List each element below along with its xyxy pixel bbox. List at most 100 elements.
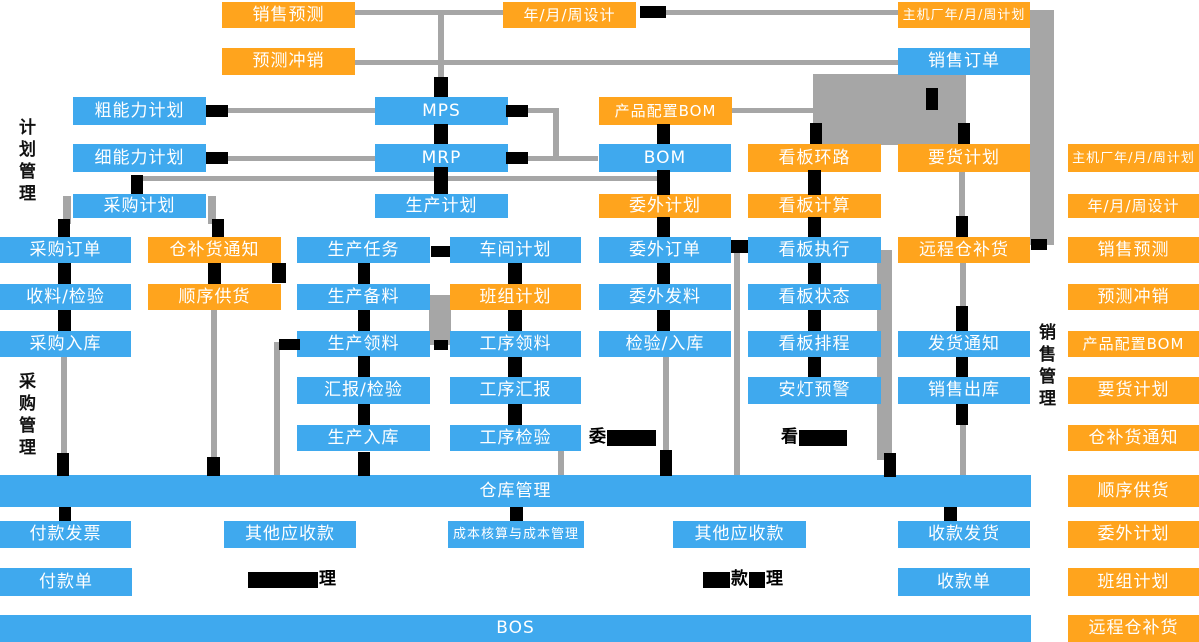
module-box: 要货计划 (1068, 377, 1199, 404)
module-box: 看板状态 (748, 284, 881, 310)
module-box: 销售预测 (1068, 237, 1199, 263)
connector-line (228, 108, 375, 113)
module-box: 工序检验 (450, 425, 581, 451)
connector-mark (510, 507, 523, 521)
section-label-purchase-management: 采购管理 (15, 372, 35, 460)
module-box: 仓补货通知 (148, 237, 281, 263)
module-box: 采购计划 (73, 194, 206, 218)
module-box: 汇报/检验 (297, 377, 430, 404)
connector-mark (956, 404, 968, 425)
section-label-sales-management: 销售管理 (1035, 323, 1055, 411)
module-box: 主机厂年/月/周计划 (1068, 144, 1199, 172)
connector-line (663, 357, 669, 476)
connector-line (438, 12, 444, 78)
connector-mark (808, 170, 821, 195)
module-box: 要货计划 (898, 144, 1030, 172)
connector-mark (944, 507, 957, 521)
module-box: 收款单 (898, 568, 1030, 596)
module-box: BOM (599, 144, 731, 172)
module-box: 委外计划 (1068, 521, 1199, 548)
connector-mark (57, 453, 69, 476)
connector-mark (358, 452, 370, 476)
label-text: 款 (731, 569, 748, 589)
label-text: 理 (319, 569, 336, 589)
module-box: 成本核算与成本管理 (448, 521, 584, 548)
connector-mark (657, 124, 670, 144)
connector-line (960, 425, 966, 476)
module-box: 看板排程 (748, 331, 881, 357)
module-box: 工序领料 (450, 331, 581, 357)
connector-mark (272, 263, 286, 283)
redaction-bar (749, 571, 765, 588)
connector-mark (207, 457, 220, 476)
connector-mark (506, 105, 528, 117)
module-box: 收料/检验 (0, 284, 131, 310)
module-box: 远程仓补货 (1068, 615, 1199, 642)
module-box: 生产备料 (297, 284, 430, 310)
module-box: 主机厂年/月/周计划 (898, 2, 1030, 28)
redaction-bar (607, 429, 656, 446)
redaction-bar (799, 429, 847, 446)
module-box: 顺序供货 (1068, 475, 1199, 507)
connector-mark (660, 450, 672, 476)
module-box: 年/月/周设计 (503, 2, 636, 28)
connector-line (558, 451, 564, 476)
module-box: 付款发票 (0, 521, 131, 548)
module-box: 采购入库 (0, 331, 131, 357)
label-text: 理 (766, 569, 783, 589)
connector-line (666, 10, 898, 15)
connector-mark (358, 404, 370, 425)
connector-line (959, 172, 965, 218)
section-label-receivable-management: 款理 (703, 571, 783, 588)
section-label-payable-management: 理 (248, 571, 336, 588)
connector-mark (508, 357, 522, 377)
connector-mark (926, 88, 938, 110)
module-box: 看板执行 (748, 237, 881, 263)
module-box: 生产计划 (375, 194, 508, 218)
module-box: 仓补货通知 (1068, 425, 1199, 451)
connector-mark (358, 356, 370, 377)
module-box: 委外发料 (599, 284, 731, 310)
connector-line (211, 310, 217, 460)
connector-mark (808, 357, 821, 377)
connector-mark (434, 77, 448, 97)
module-box: 发货通知 (898, 331, 1030, 357)
label-text: 看 (781, 427, 798, 447)
connector-mark (657, 263, 670, 284)
connector-mark (808, 263, 821, 284)
module-box: 工序汇报 (450, 377, 581, 404)
connector-mark (58, 310, 71, 331)
connector-mark (508, 263, 522, 284)
connector-line (429, 295, 451, 345)
connector-line (63, 196, 71, 224)
connector-mark (808, 217, 821, 237)
connector-mark (131, 175, 143, 194)
module-box: 生产入库 (297, 425, 430, 451)
label-text: 委 (589, 427, 606, 447)
module-box: 其他应收款 (224, 521, 356, 548)
module-box: 班组计划 (450, 284, 581, 310)
connector-mark (59, 507, 71, 521)
connector-mark (657, 170, 670, 195)
connector-mark (657, 310, 670, 331)
connector-mark (206, 152, 228, 164)
connector-mark (212, 219, 224, 237)
module-box: 销售订单 (898, 48, 1030, 75)
connector-mark (956, 357, 968, 377)
connector-line (813, 74, 966, 145)
connector-mark (508, 404, 522, 425)
module-box: MPS (375, 97, 508, 125)
connector-line (355, 60, 898, 65)
connector-mark (208, 263, 221, 284)
connector-line (528, 156, 598, 161)
module-box: 付款单 (0, 568, 132, 596)
module-box: 班组计划 (1068, 568, 1199, 596)
connector-line (1030, 10, 1054, 245)
module-box: 委外计划 (599, 194, 731, 218)
module-box: 安灯预警 (748, 377, 881, 404)
module-box: 采购订单 (0, 237, 131, 263)
module-box: 细能力计划 (73, 144, 206, 172)
connector-mark (657, 217, 670, 237)
section-label-kanban-management: 看 (781, 429, 847, 446)
module-box: 粗能力计划 (73, 97, 206, 125)
